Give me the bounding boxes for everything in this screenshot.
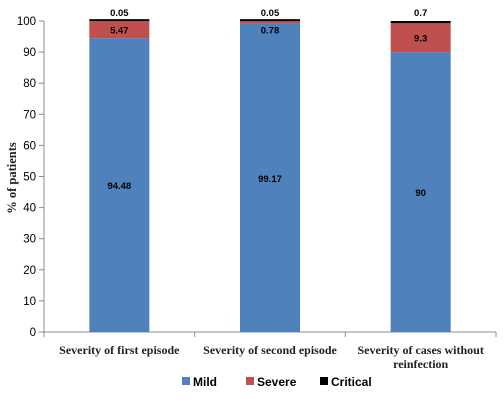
legend-swatch-critical: [320, 377, 328, 385]
data-label-mild-3: 90: [415, 188, 426, 199]
legend-swatch-mild: [182, 377, 190, 385]
legend-swatch-severe: [246, 377, 254, 385]
legend-label-mild: Mild: [193, 375, 217, 389]
y-tick-label: 80: [23, 78, 36, 90]
y-tick-label: 20: [23, 265, 36, 277]
data-label-mild-2: 99.17: [258, 174, 282, 185]
category-label-3: reinfection: [393, 357, 448, 371]
bar-severe-1: [89, 21, 150, 39]
category-label-2: Severity of second episode: [203, 343, 337, 357]
category-labels: Severity of first episode Severity of sec…: [59, 343, 484, 371]
bar-severe-2: [240, 21, 300, 24]
y-axis-label: % of patients: [5, 142, 19, 214]
y-axis-ticks: 0 10 20 30 40 50 60 70 80 90 100: [17, 16, 44, 339]
bars: [89, 19, 451, 333]
bar-mild-2: [240, 23, 300, 333]
data-labels: 94.48 5.47 0.05 99.17 0.78 0.05 90 9.3 0.7: [107, 8, 427, 199]
data-label-severe-1: 5.47: [110, 26, 129, 37]
y-tick-label: 0: [30, 327, 36, 339]
bar-mild-1: [89, 38, 150, 332]
category-label-1: Severity of first episode: [59, 343, 180, 357]
data-label-mild-1: 94.48: [107, 181, 131, 192]
data-label-severe-2: 0.78: [261, 26, 280, 37]
y-tick-label: 90: [23, 47, 36, 59]
y-tick-label: 100: [17, 16, 36, 28]
data-label-severe-3: 9.3: [414, 34, 427, 45]
y-tick-label: 10: [23, 296, 36, 308]
category-label-3: Severity of cases without: [358, 343, 484, 357]
data-label-critical-3: 0.7: [414, 8, 427, 19]
y-tick-label: 40: [23, 203, 36, 215]
bar-mild-3: [390, 52, 451, 332]
y-tick-label: 70: [23, 109, 36, 121]
data-label-critical-1: 0.05: [110, 8, 129, 19]
bar-critical-1: [89, 19, 150, 22]
legend: Mild Severe Critical: [182, 375, 372, 389]
y-tick-label: 50: [23, 172, 36, 184]
bar-severe-3: [390, 23, 451, 53]
y-tick-label: 60: [23, 140, 36, 152]
data-label-critical-2: 0.05: [261, 8, 280, 19]
y-tick-label: 30: [23, 234, 36, 246]
bar-critical-3: [390, 21, 451, 24]
bar-critical-2: [240, 19, 300, 22]
legend-label-critical: Critical: [331, 375, 372, 389]
legend-label-severe: Severe: [257, 375, 297, 389]
